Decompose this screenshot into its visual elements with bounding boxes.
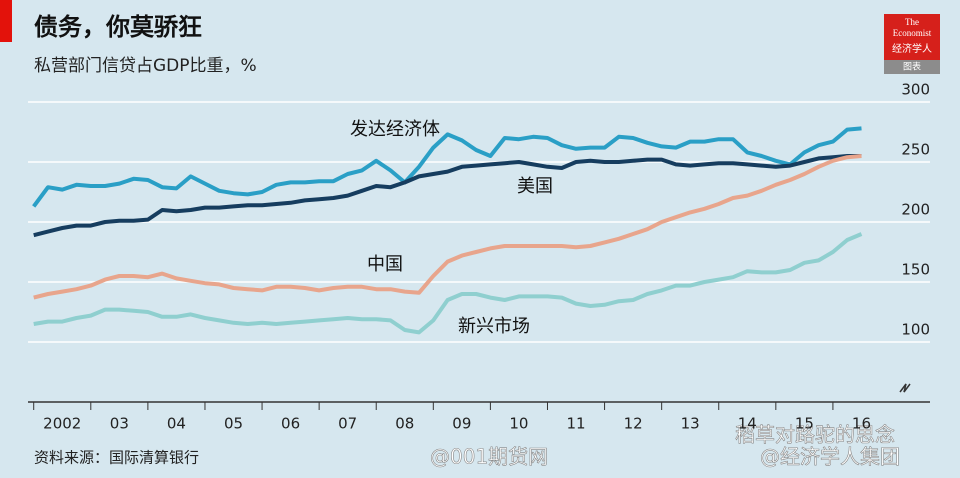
plot-area: 100 150 200 250 300 2002 03 04 05 06 07 08 09 10 11 12 1… <box>28 81 930 433</box>
line <box>33 154 862 238</box>
line <box>33 232 863 335</box>
x-tick-label: 14 <box>738 415 757 433</box>
y-tick-label: 100 <box>901 321 930 339</box>
x-tick-label: 2002 <box>43 415 81 433</box>
logo-caption-box <box>884 60 940 74</box>
x-tick-label: 10 <box>509 415 528 433</box>
y-tick-label: 250 <box>901 141 930 159</box>
logo-box <box>884 14 940 60</box>
y-tick-label: 200 <box>901 201 930 219</box>
x-tick-label: 13 <box>681 415 700 433</box>
x-tick-label: 15 <box>795 415 814 433</box>
watermark: @经济学人集团 <box>760 445 900 469</box>
y-tick-label: 300 <box>901 81 930 99</box>
axis-break <box>899 383 911 393</box>
logo: The Economist 经济学人 图表 <box>884 14 940 74</box>
x-tick-label: 12 <box>624 415 643 433</box>
chart-title: 债务，你莫骄狂 <box>34 13 202 41</box>
x-tick-label: 04 <box>167 415 186 433</box>
line <box>32 126 862 208</box>
x-tick-label: 03 <box>110 415 129 433</box>
series-label: 中国 <box>367 254 403 275</box>
logo-text: The <box>905 17 919 27</box>
x-tick-label: 09 <box>452 415 471 433</box>
series-label: 新兴市场 <box>458 316 530 337</box>
x-tick-label: 08 <box>395 415 414 433</box>
logo-caption: 图表 <box>903 61 921 73</box>
watermark: @001期货网 <box>430 445 548 469</box>
red-tag <box>0 0 12 42</box>
watermark: 稻草对路驼的思念 <box>735 423 895 447</box>
logo-text: 经济学人 <box>892 42 932 55</box>
logo-text: Economist <box>893 28 932 38</box>
series-label: 发达经济体 <box>350 119 440 140</box>
chart-subtitle: 私营部门信贷占GDP比重，% <box>34 56 257 76</box>
x-tick-label: 05 <box>224 415 243 433</box>
source: 资料来源：国际清算银行 <box>34 449 199 467</box>
line <box>33 154 862 300</box>
x-tick-label: 06 <box>281 415 300 433</box>
y-tick-label: 150 <box>901 261 930 279</box>
series-label: 美国 <box>517 176 553 197</box>
x-tick-label: 07 <box>338 415 357 433</box>
x-tick-label: 16 <box>852 415 871 433</box>
x-tick-label: 11 <box>566 415 585 433</box>
